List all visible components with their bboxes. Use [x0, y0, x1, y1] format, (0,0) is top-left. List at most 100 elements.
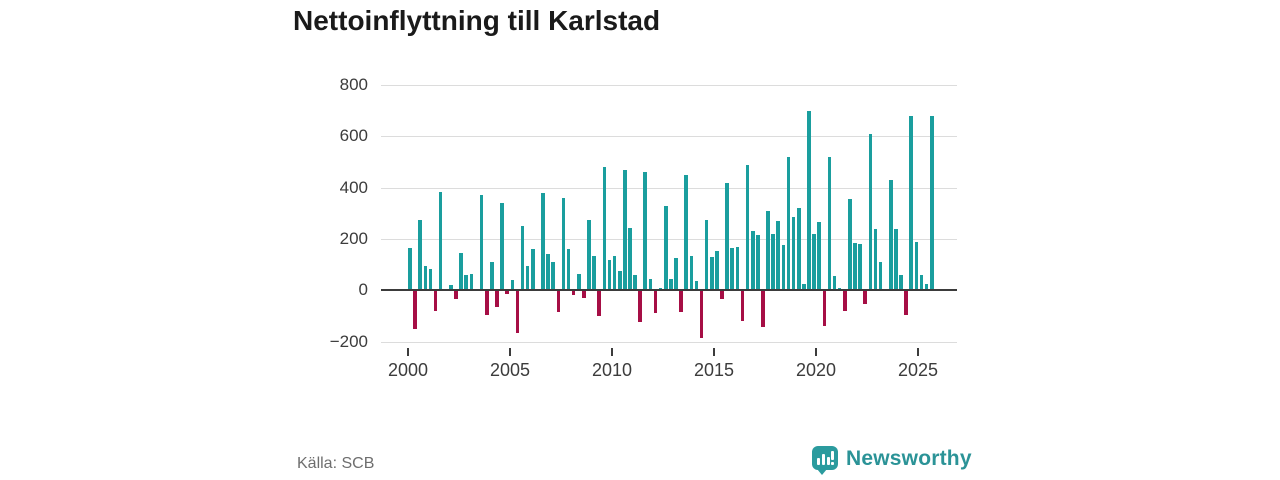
bar [725, 182, 729, 291]
x-axis-tick [509, 348, 511, 356]
x-axis-label: 2005 [489, 360, 531, 380]
bar [449, 285, 453, 291]
bar [607, 259, 612, 291]
gridline-y--200 [381, 341, 957, 343]
bar [802, 283, 806, 291]
bar [899, 274, 903, 291]
bar [842, 290, 847, 311]
y-axis-label: 600 [339, 126, 368, 146]
bar [837, 287, 842, 291]
x-axis-tick [713, 348, 715, 356]
bar [500, 203, 504, 291]
bar [469, 273, 474, 291]
bar [904, 290, 908, 315]
bar [924, 283, 929, 291]
bar [878, 262, 883, 291]
newsworthy-logo: Newsworthy [812, 444, 972, 475]
y-axis-label: 800 [339, 75, 368, 95]
bar [761, 290, 765, 328]
bar [771, 233, 775, 291]
bar [653, 290, 658, 314]
y-axis-label: 0 [358, 280, 368, 300]
bar [776, 221, 781, 291]
y-axis-label: −200 [329, 331, 368, 351]
bar [423, 265, 428, 291]
bar [459, 253, 463, 291]
bar [689, 255, 694, 291]
bar [848, 199, 852, 291]
bar [730, 248, 735, 291]
bar [663, 205, 668, 291]
bar [894, 228, 898, 291]
bar [546, 254, 550, 291]
x-axis-label: 2025 [897, 360, 939, 380]
bar [786, 156, 791, 291]
bar [505, 290, 509, 295]
bar [515, 290, 520, 333]
x-axis-label: 2015 [693, 360, 735, 380]
x-axis-tick [611, 348, 613, 356]
bar [817, 222, 821, 291]
bar [413, 290, 417, 329]
x-axis-tick [815, 348, 817, 356]
bar [408, 248, 412, 291]
bar [914, 241, 919, 291]
bar [520, 226, 525, 291]
newsworthy-logo-icon [812, 446, 838, 475]
bar [807, 110, 811, 291]
bar [827, 156, 832, 291]
zero-axis-line [381, 289, 957, 292]
bar [638, 290, 642, 323]
bar [587, 219, 591, 291]
y-axis-label: 400 [339, 177, 368, 197]
bar [750, 231, 755, 291]
bar [551, 262, 555, 291]
bar [781, 245, 786, 291]
bar [796, 208, 801, 291]
bar [633, 274, 637, 291]
bar [740, 290, 745, 322]
bar [510, 280, 515, 291]
bar [822, 290, 827, 327]
bar [623, 169, 627, 291]
bar [704, 219, 709, 291]
bar [617, 271, 622, 291]
bar [561, 198, 566, 291]
bar [889, 180, 893, 291]
bar [684, 174, 688, 291]
bar [418, 219, 423, 291]
source-note: Källa: SCB [297, 455, 375, 472]
x-axis-tick [917, 348, 919, 356]
gridline-y-400 [381, 187, 957, 189]
x-axis-label: 2000 [387, 360, 429, 380]
bar [858, 244, 862, 291]
bar [454, 290, 458, 300]
bar [909, 115, 914, 291]
bar [669, 278, 673, 291]
bar [479, 195, 484, 291]
bar [428, 268, 433, 291]
bar [715, 250, 719, 291]
bar [709, 257, 714, 291]
bar [699, 290, 704, 338]
bar [791, 217, 796, 291]
bar [525, 265, 530, 291]
bar [556, 290, 561, 313]
y-axis-label: 200 [339, 229, 368, 248]
bar [720, 290, 724, 300]
bar [863, 290, 868, 305]
bar [597, 290, 602, 316]
x-axis-tick [407, 348, 409, 356]
bar [577, 273, 581, 291]
bar [648, 278, 653, 291]
x-axis-label: 2010 [591, 360, 633, 380]
bar [628, 227, 632, 291]
bar [919, 274, 924, 291]
bar [433, 290, 438, 311]
bar [464, 274, 469, 291]
newsworthy-logo-text: Newsworthy [846, 447, 972, 470]
bar [495, 290, 499, 307]
bar [484, 290, 489, 315]
bar [756, 235, 760, 291]
